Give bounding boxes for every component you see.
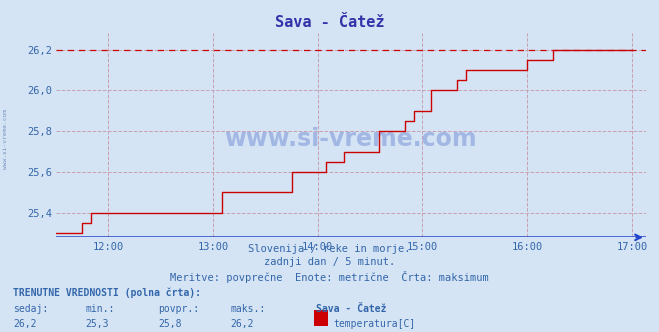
Text: zadnji dan / 5 minut.: zadnji dan / 5 minut. — [264, 257, 395, 267]
Text: www.si-vreme.com: www.si-vreme.com — [225, 127, 477, 151]
Text: 26,2: 26,2 — [231, 319, 254, 329]
Text: 25,3: 25,3 — [86, 319, 109, 329]
Text: temperatura[C]: temperatura[C] — [333, 319, 416, 329]
Text: min.:: min.: — [86, 304, 115, 314]
Text: Sava - Čatež: Sava - Čatež — [316, 304, 387, 314]
Text: www.si-vreme.com: www.si-vreme.com — [3, 110, 8, 169]
Text: Meritve: povprečne  Enote: metrične  Črta: maksimum: Meritve: povprečne Enote: metrične Črta:… — [170, 271, 489, 283]
Text: sedaj:: sedaj: — [13, 304, 48, 314]
Text: 26,2: 26,2 — [13, 319, 37, 329]
Text: TRENUTNE VREDNOSTI (polna črta):: TRENUTNE VREDNOSTI (polna črta): — [13, 287, 201, 298]
Text: Slovenija / reke in morje.: Slovenija / reke in morje. — [248, 244, 411, 254]
Text: maks.:: maks.: — [231, 304, 266, 314]
Text: 25,8: 25,8 — [158, 319, 182, 329]
Text: povpr.:: povpr.: — [158, 304, 199, 314]
Text: Sava - Čatež: Sava - Čatež — [275, 15, 384, 30]
